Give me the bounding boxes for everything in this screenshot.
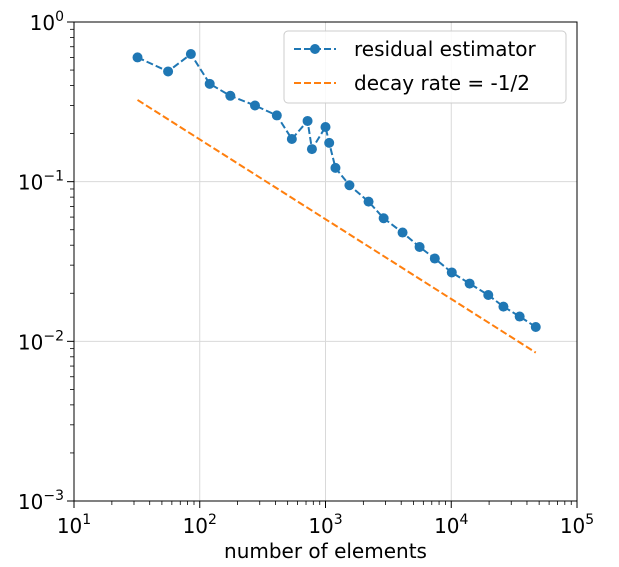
data-point [302,115,313,126]
data-point [514,311,525,322]
y-tick-label: 100 [30,9,64,35]
data-point [271,110,282,121]
data-point [330,162,341,173]
data-point [204,78,215,89]
data-point [397,227,408,238]
legend-label: residual estimator [354,37,537,61]
data-point [378,213,389,224]
legend: residual estimator decay rate = -1/2 [283,30,567,104]
legend-entry: residual estimator [294,37,537,61]
data-point [163,66,174,77]
x-axis-label: number of elements [224,539,427,563]
legend-entry: decay rate = -1/2 [294,71,530,95]
x-tick-label: 104 [434,512,468,538]
data-point [344,180,355,191]
series-decay-rate [136,99,537,354]
x-tick-label: 103 [308,512,342,538]
data-point [225,90,236,101]
data-point [483,290,494,301]
data-series [132,49,541,354]
y-tick-label: 10−1 [18,169,64,195]
legend-label: decay rate = -1/2 [354,71,530,95]
data-point [132,52,143,63]
data-point [446,267,457,278]
series-residual-estimator [132,49,541,332]
data-point [530,321,541,332]
x-tick-label: 102 [183,512,217,538]
data-point [320,121,331,132]
y-tick-label: 10−2 [18,328,64,354]
data-point [185,49,196,60]
data-point [306,144,317,155]
data-point [429,253,440,264]
data-point [363,196,374,207]
data-point [414,241,425,252]
data-point [249,100,260,111]
data-point [324,137,335,148]
y-tick-label: 10−3 [18,488,64,514]
x-tick-label: 105 [560,512,594,538]
data-point [498,301,509,312]
data-point [286,134,297,145]
axis-ticks: 101 102 103 104 105 100 10−1 10−2 10−3 [18,9,594,538]
legend-box [283,30,567,104]
x-tick-label: 101 [57,512,91,538]
series-line [136,99,537,354]
legend-swatch-marker [310,44,320,54]
data-point [464,278,475,289]
